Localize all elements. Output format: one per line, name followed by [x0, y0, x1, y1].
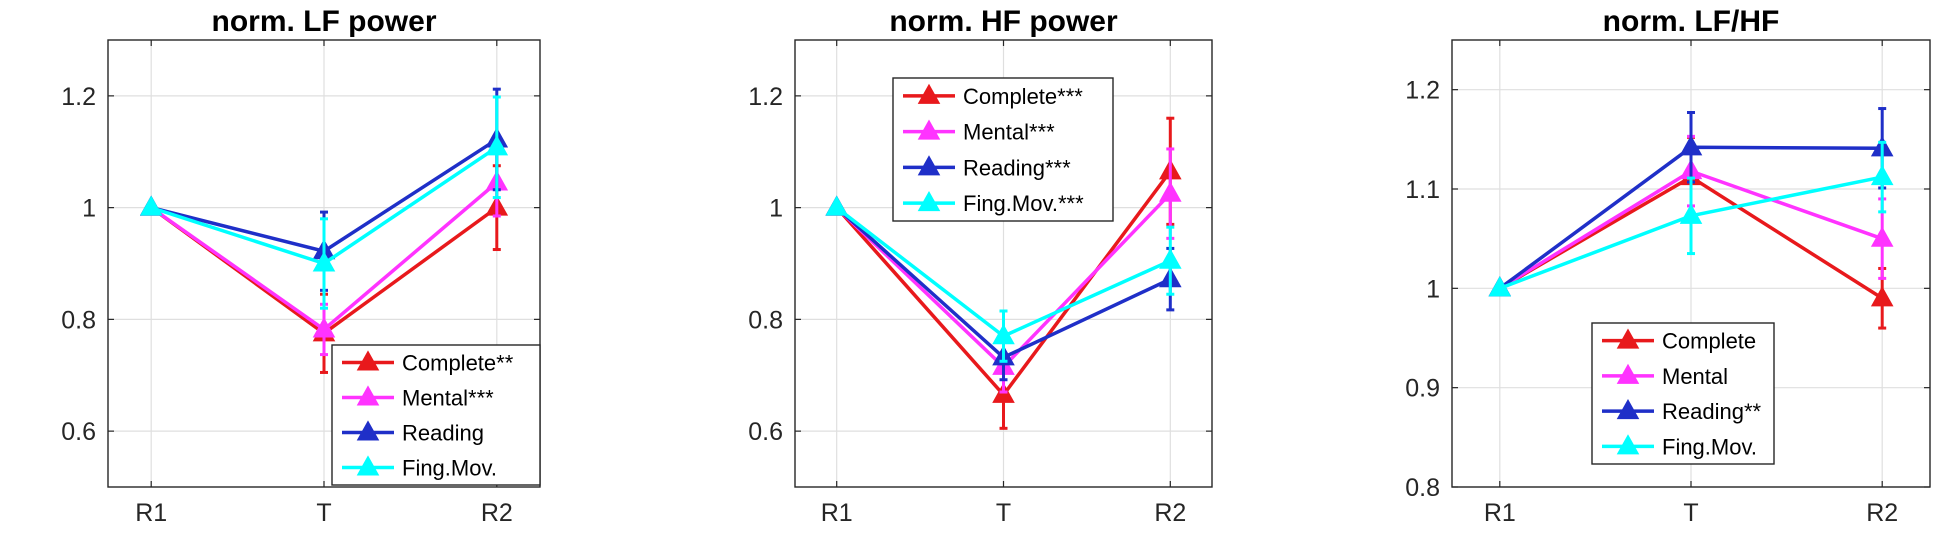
data-point [312, 251, 336, 272]
legend-marker [356, 455, 380, 476]
legend-label: Reading** [1662, 399, 1762, 424]
y-tick-label: 0.9 [1405, 375, 1440, 403]
y-tick-label: 1.2 [61, 83, 96, 111]
y-tick-label: 1.1 [1405, 176, 1440, 204]
x-tick-label: T [1683, 499, 1698, 527]
chart-panel-1: 0.6 0.8 1 1.2 R1 T R2 norm. LF power Complete** M… [61, 5, 541, 527]
x-tick-label: R2 [1866, 499, 1898, 527]
chart-title: norm. HF power [889, 5, 1118, 38]
data-point [1159, 181, 1182, 202]
legend-marker [917, 83, 941, 104]
legend-item: Fing.Mov.*** [903, 190, 1084, 216]
legend-label: Complete** [402, 351, 514, 376]
data-point [825, 195, 848, 216]
y-tick-label: 0.8 [61, 306, 96, 334]
y-tick-label: 1.2 [748, 83, 783, 111]
data-point [992, 323, 1015, 345]
chart-panel-2: 0.6 0.8 1 1.2 R1 T R2 norm. HF power Complete***… [748, 5, 1213, 527]
axes-box [794, 39, 1213, 488]
data-point [1679, 135, 1703, 156]
legend-marker [917, 155, 941, 176]
y-tick-label: 1.2 [1405, 77, 1440, 105]
legend-item: Reading*** [903, 155, 1071, 180]
axes-box [107, 39, 541, 488]
x-tick-label: T [316, 499, 331, 527]
data-point [312, 317, 336, 338]
x-tick-label: R2 [481, 499, 513, 527]
data-point [1159, 248, 1182, 269]
y-tick-label: 1 [82, 195, 96, 223]
chart-title: norm. LF power [212, 5, 437, 38]
legend-label: Reading [402, 421, 484, 446]
legend: Complete** Mental*** Reading Fing.Mov. [331, 344, 541, 486]
legend-label: Mental*** [963, 120, 1055, 145]
legend-item: Complete [1602, 328, 1756, 354]
series-4 [1488, 140, 1894, 297]
chart-panel-3: 0.8 0.9 1 1.1 1.2 R1 T R2 norm. LF/HF Complete Men… [1405, 5, 1931, 527]
data-point [1488, 276, 1512, 297]
legend-item: Complete*** [903, 83, 1083, 109]
legend-item: Fing.Mov. [1602, 434, 1757, 459]
data-point [1870, 164, 1894, 186]
legend-marker [1616, 434, 1640, 455]
axes-box [1451, 39, 1931, 488]
legend-label: Complete*** [963, 84, 1083, 109]
legend-marker [356, 420, 380, 441]
legend-label: Fing.Mov. [1662, 434, 1757, 459]
y-tick-label: 0.6 [748, 418, 783, 446]
legend-marker [917, 190, 941, 212]
legend-marker [1616, 328, 1640, 349]
legend-marker [1616, 398, 1640, 420]
chart-title: norm. LF/HF [1603, 5, 1780, 38]
data-point [1870, 226, 1894, 247]
legend-label: Complete [1662, 329, 1756, 354]
x-tick-label: R2 [1154, 499, 1186, 527]
x-tick-label: R1 [1484, 499, 1516, 527]
x-tick-label: R1 [821, 499, 853, 527]
series-4 [825, 195, 1182, 363]
legend-item: Fing.Mov. [342, 455, 497, 481]
legend-item: Reading** [1602, 398, 1762, 424]
legend-item: Complete** [342, 350, 514, 376]
legend: Complete*** Mental*** Reading*** Fing.Mov.*… [892, 77, 1114, 222]
legend-item: Mental [1602, 363, 1728, 389]
data-point [485, 135, 509, 156]
legend-label: Reading*** [963, 155, 1071, 180]
y-tick-label: 1 [1426, 275, 1440, 303]
legend-label: Mental [1662, 364, 1728, 389]
legend-marker [917, 119, 941, 140]
x-tick-label: R1 [135, 499, 167, 527]
y-tick-label: 1 [769, 195, 783, 223]
data-point [139, 195, 163, 216]
legend-marker [1616, 363, 1640, 384]
legend-marker [356, 385, 380, 406]
legend-item: Reading [342, 420, 484, 446]
legend-item: Mental*** [903, 119, 1055, 145]
legend-label: Mental*** [402, 386, 494, 411]
series-4 [139, 95, 509, 310]
y-tick-label: 0.8 [1405, 474, 1440, 502]
data-point [1679, 203, 1703, 224]
y-tick-label: 0.6 [61, 418, 96, 446]
y-tick-label: 0.8 [748, 306, 783, 334]
x-tick-label: T [996, 499, 1011, 527]
legend-label: Fing.Mov. [402, 456, 497, 481]
data-point [1870, 286, 1894, 307]
legend-marker [356, 350, 380, 371]
legend-item: Mental*** [342, 385, 494, 411]
legend-label: Fing.Mov.*** [963, 191, 1084, 216]
legend: Complete Mental Reading** Fing.Mov. [1591, 322, 1775, 465]
